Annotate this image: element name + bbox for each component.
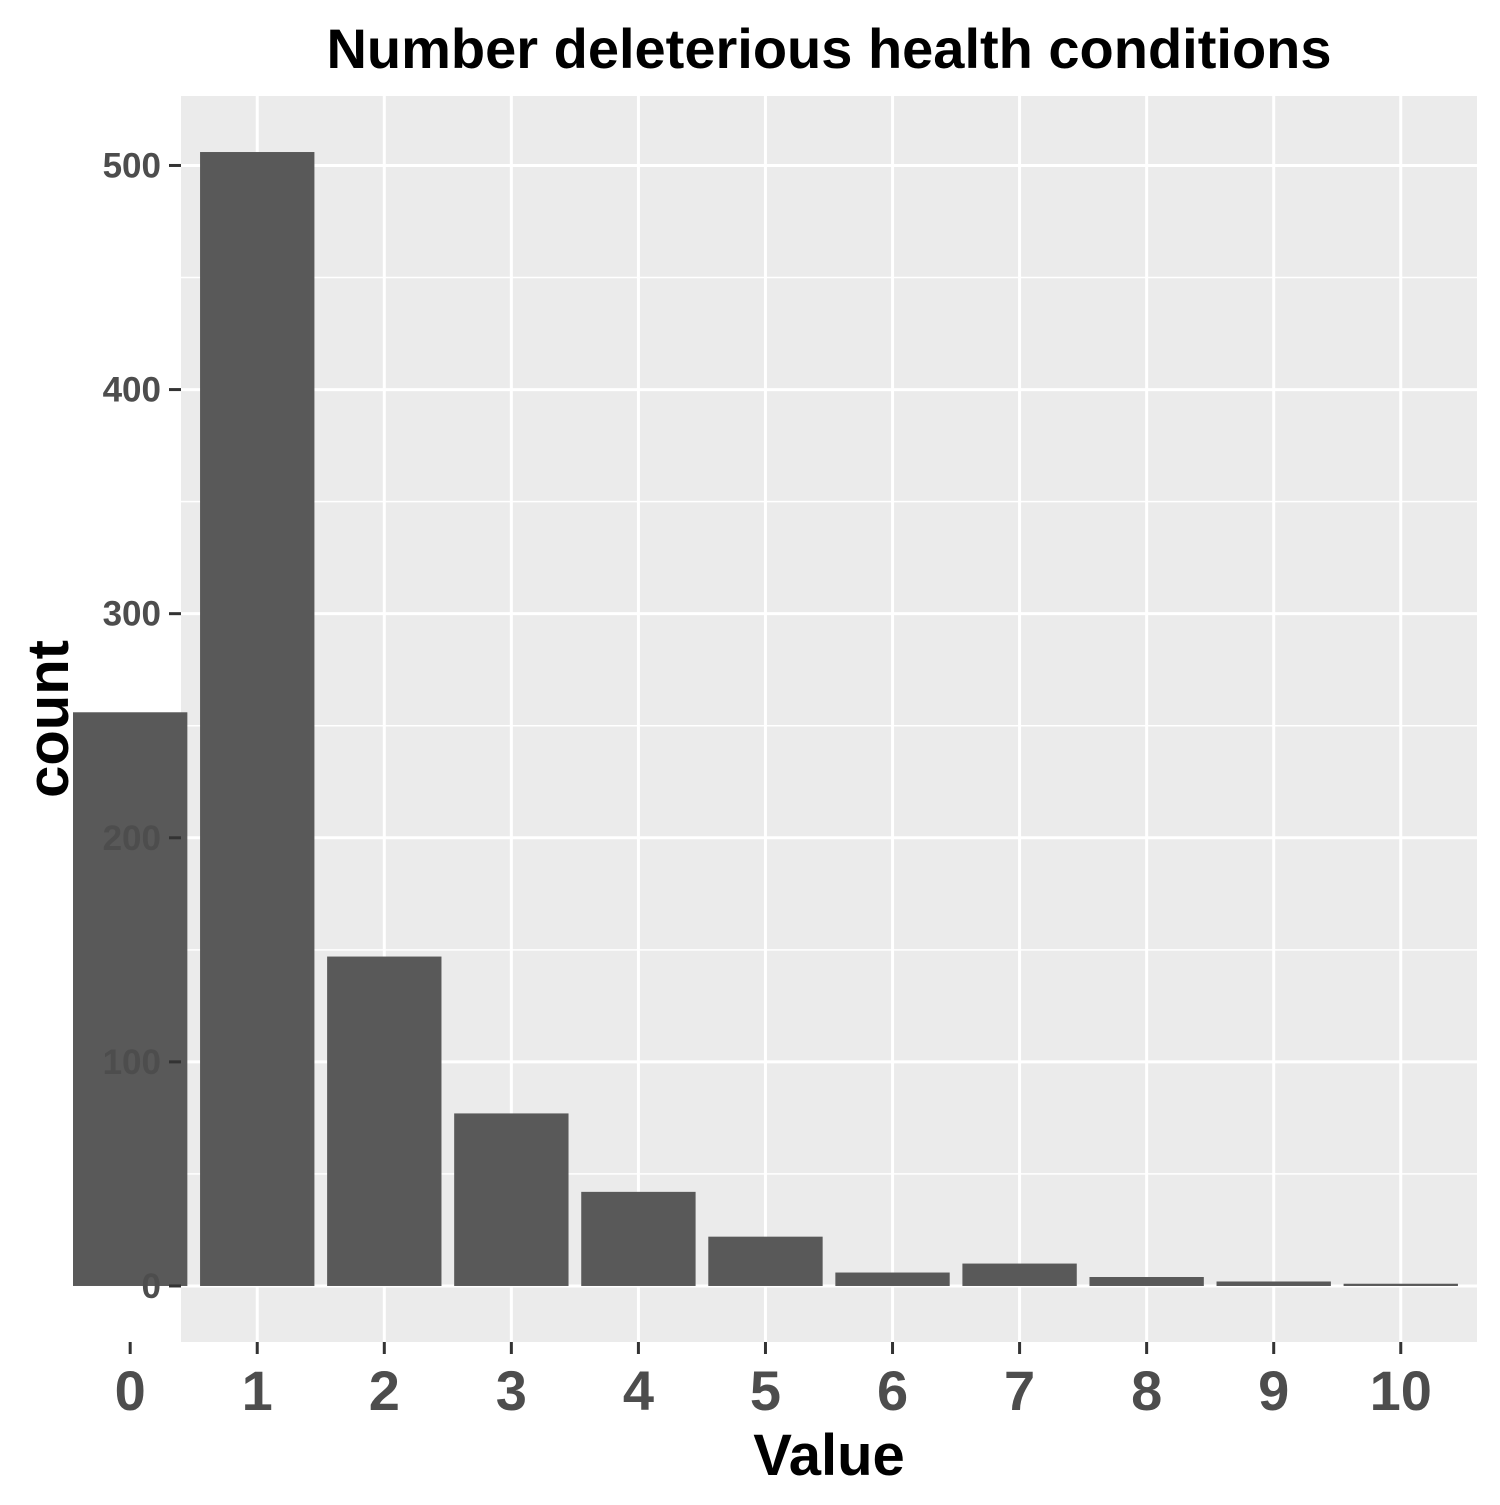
y-tick-label: 400 [103, 371, 161, 410]
grid-lines [128, 96, 1477, 1342]
x-tick-label: 3 [496, 1359, 527, 1422]
x-tick-label: 5 [750, 1359, 781, 1422]
bar-5 [708, 1236, 823, 1286]
bar-9 [1216, 1281, 1331, 1286]
bar-3 [454, 1113, 569, 1286]
y-tick-label: 500 [103, 146, 161, 185]
bar-10 [1343, 1283, 1458, 1286]
x-tick-label: 2 [369, 1359, 400, 1422]
x-tick-label: 6 [877, 1359, 908, 1422]
y-tick-label: 100 [103, 1043, 161, 1082]
bar-7 [962, 1263, 1077, 1286]
bar-1 [200, 152, 315, 1286]
bar-8 [1089, 1277, 1204, 1286]
x-axis: 0 1 2 3 4 5 6 7 8 9 10 [115, 1342, 1432, 1422]
bar-2 [327, 956, 442, 1286]
x-tick-label: 1 [242, 1359, 273, 1422]
x-tick-label: 0 [115, 1359, 146, 1422]
x-tick-label: 10 [1370, 1359, 1432, 1422]
bar-6 [835, 1272, 950, 1286]
y-axis-title: count [16, 640, 81, 798]
x-tick-label: 9 [1258, 1359, 1289, 1422]
x-tick-label: 4 [623, 1359, 654, 1422]
y-tick-label: 200 [103, 819, 161, 858]
y-tick-label: 0 [142, 1267, 161, 1306]
bars [73, 152, 1458, 1286]
y-axis: 0 100 200 300 400 500 [103, 146, 181, 1306]
bar-4 [581, 1191, 696, 1286]
x-tick-label: 7 [1004, 1359, 1035, 1422]
x-axis-title: Value [753, 1423, 905, 1488]
y-tick-label: 300 [103, 595, 161, 634]
bar-0 [73, 712, 188, 1286]
x-tick-label: 8 [1131, 1359, 1162, 1422]
chart-title: Number deleterious health conditions [326, 17, 1331, 80]
